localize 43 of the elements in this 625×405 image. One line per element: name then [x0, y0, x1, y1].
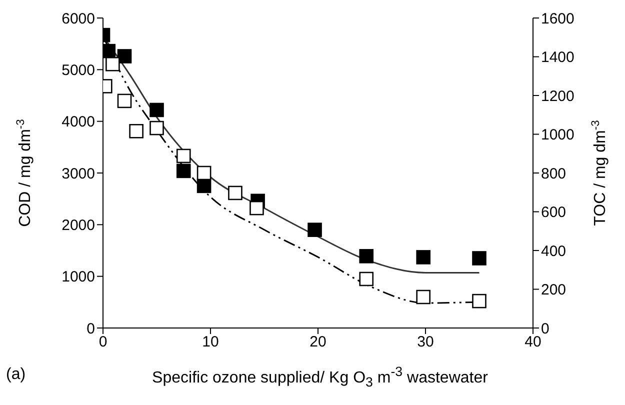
point	[117, 49, 132, 64]
x-tick-label: 0	[98, 334, 108, 351]
y-tick-label: 5000	[62, 62, 95, 79]
point	[416, 250, 430, 264]
y2-tick-label: 600	[541, 204, 566, 222]
point	[359, 272, 374, 286]
point	[196, 178, 212, 194]
y-tick-label: 2000	[62, 216, 95, 234]
x-tick-label: 20	[310, 334, 326, 351]
y-tick-label: 3000	[62, 165, 95, 182]
point	[359, 249, 374, 264]
point	[176, 148, 191, 164]
y2-tick-label: 1200	[541, 88, 574, 105]
x-tick-label: 40	[524, 334, 542, 351]
point	[117, 94, 132, 108]
point	[103, 44, 116, 58]
point	[472, 251, 486, 266]
y2-tick-label: 200	[541, 282, 566, 299]
x-tick-label: 30	[417, 334, 434, 351]
point	[150, 102, 164, 118]
y2-tick-label: 0	[541, 320, 550, 338]
y2-tick-label: 400	[541, 242, 566, 260]
y2-tick-label: 1600	[541, 10, 574, 28]
y-tick-label: 0	[86, 320, 95, 338]
point	[308, 222, 322, 237]
point	[472, 294, 486, 308]
y-tick-label: 1000	[62, 268, 95, 286]
point	[250, 200, 264, 216]
y2-tick-label: 1000	[541, 126, 574, 144]
point	[106, 56, 120, 72]
point	[129, 124, 144, 138]
point	[150, 120, 164, 136]
y-tick-label: 4000	[62, 114, 95, 131]
x-axis-title: Specific ozone supplied/ Kg O$_{3}$ m$^{-3}$ wastewater	[151, 364, 489, 390]
point	[176, 164, 191, 178]
point	[416, 290, 430, 304]
y-tick-label: 6000	[62, 10, 95, 28]
y2-tick-label: 1400	[541, 49, 574, 66]
text: (a)	[6, 366, 26, 384]
point	[228, 186, 242, 200]
y2-tick-label: 800	[541, 165, 566, 182]
x-tick-label: 10	[202, 334, 219, 351]
point	[196, 166, 212, 180]
